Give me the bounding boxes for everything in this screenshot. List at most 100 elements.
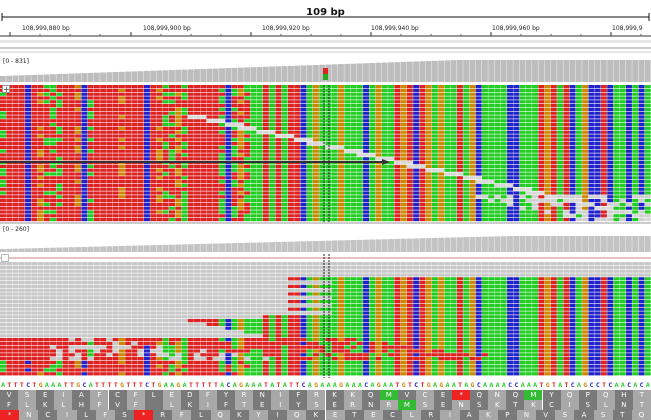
alignment-base bbox=[638, 281, 645, 285]
alignment-base bbox=[356, 134, 363, 138]
alignment-base bbox=[463, 183, 470, 187]
alignment-base bbox=[131, 281, 138, 285]
alignment-base bbox=[319, 269, 326, 273]
alignment-base bbox=[225, 284, 232, 288]
alignment-base bbox=[331, 199, 338, 203]
alignment-base bbox=[388, 206, 395, 210]
alignment-base bbox=[544, 100, 551, 104]
alignment-base bbox=[143, 168, 150, 172]
alignment-base bbox=[625, 284, 632, 288]
alignment-base bbox=[413, 199, 420, 203]
alignment-base bbox=[75, 123, 82, 127]
alignment-base bbox=[200, 96, 207, 100]
alignment-base bbox=[356, 284, 363, 288]
alignment-base bbox=[532, 277, 539, 281]
alignment-base bbox=[62, 88, 69, 92]
alignment-base bbox=[532, 138, 539, 142]
alignment-base bbox=[112, 262, 119, 266]
alignment-base bbox=[150, 149, 157, 153]
alignment-base bbox=[388, 172, 395, 176]
alignment-base bbox=[607, 210, 614, 214]
alignment-base bbox=[56, 296, 63, 300]
alignment-base bbox=[488, 149, 495, 153]
alignment-base bbox=[319, 111, 326, 115]
alignment-base bbox=[325, 168, 332, 172]
alignment-base bbox=[613, 183, 620, 187]
alignment-base bbox=[344, 292, 351, 296]
alignment-base bbox=[331, 157, 338, 161]
alignment-base bbox=[338, 115, 344, 119]
alignment-base bbox=[100, 176, 107, 180]
alignment-base bbox=[450, 281, 457, 285]
coverage-bar bbox=[375, 62, 382, 82]
alignment-base bbox=[93, 292, 100, 296]
alignment-base bbox=[625, 111, 632, 115]
alignment-base bbox=[56, 130, 63, 134]
alignment-base bbox=[143, 107, 150, 111]
alignment-base bbox=[6, 281, 13, 285]
alignment-base bbox=[300, 111, 307, 115]
alignment-base bbox=[438, 126, 445, 130]
alignment-base bbox=[194, 195, 201, 199]
alignment-base bbox=[638, 262, 645, 266]
alignment-base bbox=[644, 288, 651, 292]
alignment-base bbox=[450, 284, 457, 288]
alignment-base bbox=[381, 145, 388, 149]
alignment-base bbox=[525, 199, 532, 203]
alignment-base bbox=[513, 172, 520, 176]
alignment-base bbox=[25, 199, 31, 203]
alignment-base bbox=[481, 100, 488, 104]
alignment-base bbox=[419, 284, 426, 288]
alignment-base bbox=[225, 88, 232, 92]
alignment-base bbox=[388, 273, 395, 277]
alignment-base bbox=[244, 96, 251, 100]
alignment-base bbox=[544, 206, 551, 210]
alignment-base bbox=[538, 269, 545, 273]
alignment-base bbox=[319, 100, 326, 104]
ruler-tick-label: 108,999,920 bp bbox=[262, 25, 310, 32]
alignment-base bbox=[200, 288, 207, 292]
alignment-base bbox=[6, 96, 13, 100]
alignment-base bbox=[544, 172, 551, 176]
alignment-base bbox=[344, 164, 351, 168]
alignment-base bbox=[550, 202, 557, 206]
coverage-bar bbox=[394, 62, 401, 82]
alignment-base bbox=[150, 273, 157, 277]
alignment-base bbox=[118, 130, 125, 134]
alignment-base bbox=[175, 142, 182, 146]
alignment-base bbox=[456, 88, 463, 92]
alignment-base bbox=[425, 130, 432, 134]
alignment-base bbox=[613, 107, 620, 111]
alignment-base bbox=[237, 107, 244, 111]
alignment-base bbox=[194, 164, 201, 168]
alignment-base bbox=[469, 96, 476, 100]
alignment-base bbox=[619, 161, 626, 165]
alignment-base bbox=[594, 195, 601, 199]
alignment-base bbox=[294, 210, 301, 214]
alignment-base bbox=[118, 111, 125, 115]
alignment-base bbox=[488, 123, 495, 127]
alignment-base bbox=[582, 115, 589, 119]
alignment-base bbox=[281, 206, 288, 210]
alignment-base bbox=[56, 92, 63, 96]
alignment-base bbox=[162, 210, 169, 214]
alignment-base bbox=[475, 202, 482, 206]
alignment-base bbox=[256, 269, 263, 273]
alignment-base bbox=[175, 92, 182, 96]
alignment-base bbox=[6, 277, 13, 281]
alignment-base bbox=[200, 187, 207, 191]
coverage-bar bbox=[475, 236, 482, 252]
alignment-base bbox=[431, 111, 438, 115]
alignment-base bbox=[181, 273, 188, 277]
alignment-base bbox=[557, 134, 564, 138]
alignment-base bbox=[557, 262, 564, 266]
alignment-base bbox=[356, 153, 363, 157]
alignment-base bbox=[338, 269, 344, 273]
alignment-base bbox=[56, 281, 63, 285]
alignment-base bbox=[488, 164, 495, 168]
alignment-base bbox=[225, 145, 232, 149]
alignment-base bbox=[394, 168, 401, 172]
alignment-base bbox=[169, 288, 175, 292]
alignment-base bbox=[181, 107, 188, 111]
